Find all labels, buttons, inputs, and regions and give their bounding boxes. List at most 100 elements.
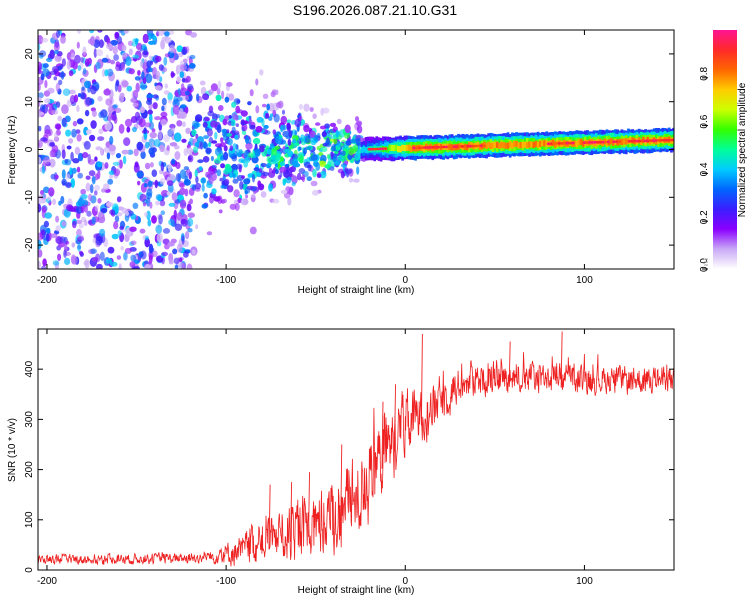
heatmap-cell [167, 241, 175, 247]
heatmap-cell [447, 145, 452, 149]
heatmap-cell [95, 146, 102, 151]
heatmap-cell [485, 142, 488, 149]
heatmap-cell [536, 141, 540, 148]
heatmap-cell [73, 54, 81, 64]
heatmap-cell [511, 142, 514, 149]
heatmap-cell [350, 138, 357, 144]
heatmap-cell [126, 126, 131, 133]
heatmap-cell [245, 142, 253, 150]
heatmap-cell [71, 128, 77, 138]
heatmap-cell [109, 209, 116, 215]
heatmap-cell [392, 144, 396, 152]
heatmap-cell [312, 168, 317, 178]
heatmap-cell [243, 178, 251, 185]
heatmap-cell [137, 70, 141, 76]
heatmap-cell [218, 105, 224, 111]
heatmap-cell [70, 52, 75, 61]
heatmap-cell [327, 130, 331, 134]
heatmap-cell [282, 148, 289, 154]
heatmap-cell [277, 175, 282, 180]
heatmap-cell [206, 128, 213, 137]
heatmap-cell [155, 55, 162, 63]
heatmap-cell [388, 144, 392, 151]
heatmap-cell [97, 136, 105, 142]
heatmap-cell [104, 121, 112, 131]
heatmap-cell [61, 58, 66, 67]
heatmap-cell [291, 181, 296, 187]
heatmap-cell [167, 99, 172, 104]
heatmap-cell [62, 88, 71, 96]
heatmap-cell [279, 166, 287, 173]
heatmap-cell [670, 138, 674, 142]
heatmap-cell [135, 82, 140, 93]
snr-y-label: SNR (10 * v/v) [7, 418, 18, 482]
heatmap-cell [335, 129, 339, 138]
heatmap-cell [232, 173, 236, 179]
heatmap-cell [44, 212, 52, 219]
heatmap-cell [121, 80, 129, 88]
heatmap-cell [409, 145, 413, 152]
heatmap-cell [137, 180, 141, 186]
heatmap-cell [262, 171, 269, 177]
heatmap-cell [269, 143, 274, 147]
heatmap-cell [638, 139, 642, 143]
heatmap-cell [144, 263, 151, 269]
heatmap-cell [227, 93, 235, 101]
colorbar-tick-label: 0.2 [699, 210, 710, 224]
heatmap-cell [333, 138, 338, 145]
heatmap-cell [463, 144, 468, 148]
heatmap-cell [274, 145, 280, 150]
heatmap-cell [109, 174, 114, 179]
heatmap-cell [232, 143, 237, 151]
heatmap-cell [40, 73, 45, 81]
heatmap-cell [273, 113, 280, 123]
heatmap-cell [158, 214, 163, 225]
heatmap-cell [106, 258, 113, 264]
heatmap-cell [66, 99, 72, 108]
heatmap-cell [132, 89, 139, 100]
heatmap-cell [349, 146, 357, 154]
heatmap-cell [52, 260, 60, 266]
heatmap-cell [313, 134, 319, 142]
heatmap-cell [226, 82, 233, 87]
heatmap-cell [268, 116, 273, 121]
heatmap-cell [125, 56, 132, 67]
heatmap-cell [120, 245, 124, 251]
heatmap-cell [294, 130, 298, 136]
heatmap-cell [229, 171, 233, 179]
heatmap-cell [241, 130, 247, 136]
heatmap-cell [245, 156, 251, 163]
heatmap-cell [271, 147, 278, 157]
colorbar-tick-label: 0.6 [699, 114, 710, 128]
heatmap-cell [190, 32, 197, 38]
heatmap-cell [163, 134, 170, 143]
heatmap-cell [152, 102, 158, 110]
heatmap-cell [91, 109, 97, 118]
heatmap-cell [61, 169, 66, 180]
heatmap-cell [294, 118, 302, 128]
heatmap-cell [272, 102, 280, 111]
heatmap-cell [231, 101, 237, 108]
heatmap-cell [140, 150, 146, 160]
heatmap-cell [320, 146, 328, 153]
heatmap-cell [433, 145, 438, 149]
heatmap-cell [122, 155, 127, 165]
heatmap-cell [272, 198, 280, 204]
heatmap-cell [89, 184, 94, 194]
heatmap-cell [136, 171, 144, 178]
y-tick-label: -20 [24, 237, 35, 252]
heatmap-cell [136, 141, 144, 151]
heatmap-cell [221, 128, 228, 134]
heatmap-cell [258, 168, 263, 173]
heatmap-cell [179, 71, 185, 78]
heatmap-cell [132, 126, 137, 133]
heatmap-cell [229, 145, 234, 152]
heatmap-cell [55, 225, 61, 232]
heatmap-cell [329, 122, 337, 127]
heatmap-cell [109, 135, 114, 145]
heatmap-cell [286, 123, 291, 132]
heatmap-cell [77, 172, 83, 179]
heatmap-cell [247, 101, 252, 106]
heatmap-cell [468, 144, 473, 148]
heatmap-cell [236, 163, 243, 170]
